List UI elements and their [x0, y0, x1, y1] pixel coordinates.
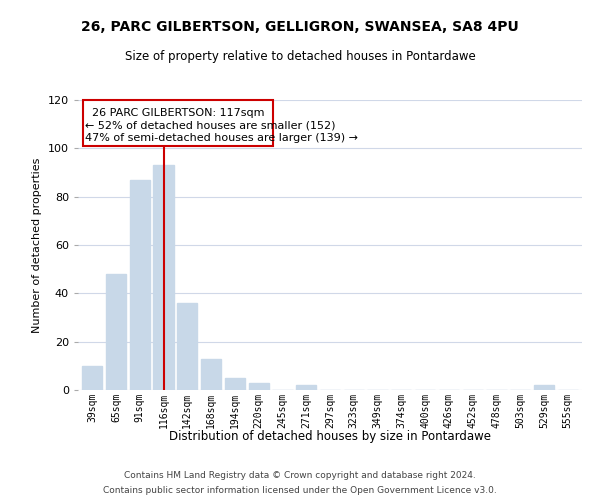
Text: Size of property relative to detached houses in Pontardawe: Size of property relative to detached ho…	[125, 50, 475, 63]
Bar	[82, 366, 103, 390]
Text: 26, PARC GILBERTSON, GELLIGRON, SWANSEA, SA8 4PU: 26, PARC GILBERTSON, GELLIGRON, SWANSEA,…	[81, 20, 519, 34]
Bar	[177, 303, 197, 390]
Bar	[130, 180, 150, 390]
Text: ← 52% of detached houses are smaller (152): ← 52% of detached houses are smaller (15…	[85, 120, 335, 130]
Bar	[106, 274, 126, 390]
Bar	[154, 165, 173, 390]
FancyBboxPatch shape	[83, 100, 273, 146]
Y-axis label: Number of detached properties: Number of detached properties	[32, 158, 42, 332]
Bar	[534, 385, 554, 390]
Bar	[296, 385, 316, 390]
Text: 47% of semi-detached houses are larger (139) →: 47% of semi-detached houses are larger (…	[85, 132, 358, 142]
Bar	[201, 358, 221, 390]
Text: 26 PARC GILBERTSON: 117sqm: 26 PARC GILBERTSON: 117sqm	[92, 108, 264, 118]
Text: Contains public sector information licensed under the Open Government Licence v3: Contains public sector information licen…	[103, 486, 497, 495]
Bar	[225, 378, 245, 390]
Text: Distribution of detached houses by size in Pontardawe: Distribution of detached houses by size …	[169, 430, 491, 443]
Bar	[248, 383, 269, 390]
Text: Contains HM Land Registry data © Crown copyright and database right 2024.: Contains HM Land Registry data © Crown c…	[124, 471, 476, 480]
